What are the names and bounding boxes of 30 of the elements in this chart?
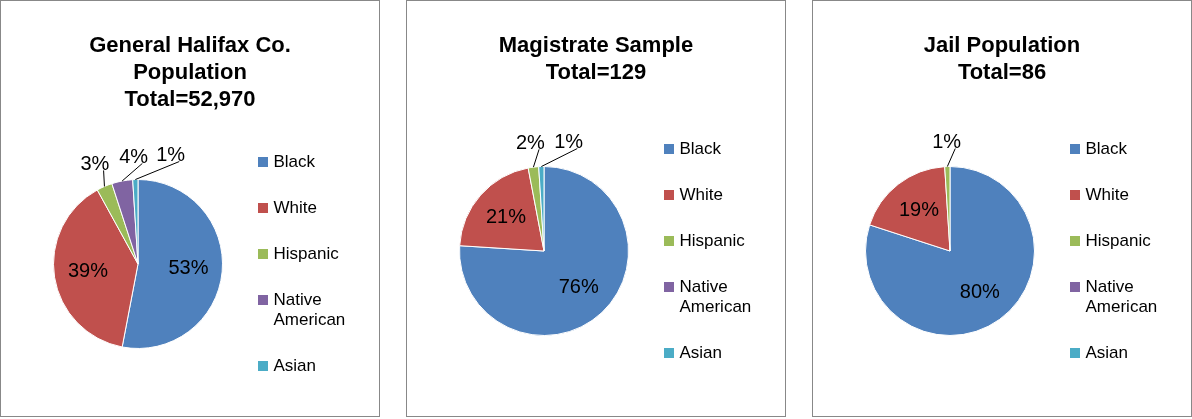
data-label: 1% bbox=[155, 143, 185, 166]
legend-label: Native American bbox=[1085, 276, 1159, 317]
data-label: 3% bbox=[79, 151, 110, 174]
data-label: 80% bbox=[959, 279, 1000, 302]
legend-label: Black bbox=[679, 138, 722, 159]
data-label: 21% bbox=[485, 204, 526, 227]
legend-label: Asian bbox=[1085, 342, 1129, 363]
legend-label: Asian bbox=[273, 356, 317, 376]
legend-label: Black bbox=[273, 152, 316, 172]
data-label: 76% bbox=[558, 274, 599, 297]
chart-title: Magistrate Sample Total=129 bbox=[497, 31, 695, 85]
data-label: 2% bbox=[515, 130, 545, 153]
legend-label: Black bbox=[1085, 138, 1128, 159]
legend-label: White bbox=[679, 184, 723, 205]
chart-title: Jail Population Total=86 bbox=[922, 31, 1082, 85]
legend-label: White bbox=[273, 198, 317, 218]
legend-label: Native American bbox=[679, 276, 753, 317]
legend-label: Asian bbox=[679, 342, 723, 363]
data-label: 4% bbox=[118, 144, 148, 167]
data-label: 1% bbox=[553, 129, 583, 152]
legend-label: White bbox=[1085, 184, 1129, 205]
data-label: 53% bbox=[167, 256, 209, 279]
legend-label: Hispanic bbox=[273, 244, 339, 264]
data-label: 1% bbox=[931, 129, 961, 152]
legend-label: Hispanic bbox=[1085, 230, 1151, 251]
data-label: 39% bbox=[67, 259, 108, 282]
chart-title: General Halifax Co. Population Total=52,970 bbox=[88, 31, 292, 112]
legend-label: Native American bbox=[273, 290, 347, 330]
legend-label: Hispanic bbox=[679, 230, 745, 251]
data-label: 19% bbox=[898, 197, 939, 220]
